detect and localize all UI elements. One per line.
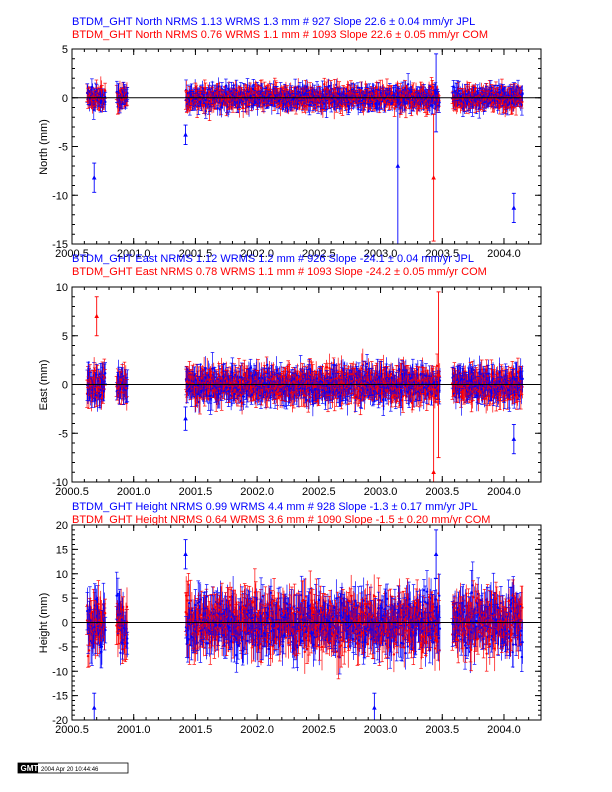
- outlier-point: [431, 175, 436, 180]
- data-point-jpl: [217, 85, 220, 88]
- outlier-point: [511, 205, 517, 210]
- data-point-jpl: [218, 108, 222, 111]
- x-tick-label: 2004.0: [487, 248, 521, 260]
- data-point-com: [120, 391, 123, 394]
- data-point-jpl: [457, 89, 461, 93]
- north-title-com: BTDM_GHT North NRMS 0.76 WRMS 1.1 mm # 1…: [72, 29, 488, 41]
- data-point-com: [323, 82, 326, 86]
- y-tick-label: -15: [52, 239, 68, 251]
- outlier-point: [91, 175, 97, 180]
- data-point-jpl: [103, 372, 107, 375]
- north-title-jpl: BTDM_GHT North NRMS 1.13 WRMS 1.3 mm # 9…: [72, 16, 475, 28]
- outlier-point: [183, 132, 188, 137]
- north-plot-area: 2000.5 2001.0 2001.5 2002.0 2002.5 2003.0 2003…: [52, 44, 542, 260]
- data-point-jpl: [521, 92, 524, 95]
- data-point-jpl: [316, 105, 320, 108]
- plot-frame: [71, 48, 542, 245]
- data-point-com: [100, 397, 103, 400]
- data-point-jpl: [438, 101, 441, 104]
- data-point-jpl: [406, 83, 410, 86]
- x-tick-label: 2003.5: [425, 248, 459, 260]
- data-point-com: [431, 86, 434, 89]
- east-title-jpl: BTDM_GHT East NRMS 1.12 WRMS 1.2 mm # 92…: [72, 253, 474, 265]
- x-tick-label: 2002.0: [240, 248, 274, 260]
- x-tick-label: 2002.5: [302, 248, 336, 260]
- data-point-jpl: [325, 108, 328, 111]
- north-panel: BTDM_GHT North NRMS 1.13 WRMS 1.3 mm # 9…: [38, 16, 542, 260]
- data-point-jpl: [360, 102, 363, 105]
- data-point-jpl: [520, 103, 524, 107]
- data-point-com: [404, 106, 408, 109]
- x-tick-label: 2003.0: [364, 248, 398, 260]
- data-point-jpl: [126, 92, 129, 95]
- y-tick-label: -10: [52, 190, 68, 202]
- data-point-jpl: [372, 89, 375, 92]
- east-title-com: BTDM_GHT East NRMS 0.78 WRMS 1.1 mm # 10…: [72, 266, 487, 278]
- y-tick-label: 0: [62, 93, 68, 105]
- data-points: [85, 291, 524, 482]
- data-point-jpl: [204, 109, 208, 113]
- data-points: [85, 53, 524, 244]
- data-point-com: [185, 89, 188, 93]
- x-tick-label: 2001.0: [117, 248, 151, 260]
- outlier-point: [395, 163, 401, 168]
- y-tick-label: -5: [58, 142, 68, 154]
- data-point-jpl: [104, 100, 107, 104]
- data-point-com: [468, 88, 471, 91]
- data-point-jpl: [224, 84, 228, 88]
- east-panel: BTDM_GHT East NRMS 1.12 WRMS 1.2 mm # 92…: [38, 253, 542, 498]
- outlier-point: [433, 90, 439, 95]
- data-point-com: [393, 107, 396, 110]
- data-point-jpl: [360, 86, 364, 90]
- y-tick-label: 5: [62, 44, 68, 56]
- north-y-axis-label: North (mm): [38, 119, 50, 175]
- x-tick-label: 2001.5: [179, 248, 213, 260]
- data-point-com: [103, 89, 107, 93]
- x-tick-label: 2000.5: [55, 248, 89, 260]
- data-point-jpl: [327, 85, 330, 88]
- east-plot-area: 2000.5 2001.0 2001.5 2002.0 2002.5 2003.0 2003…: [52, 282, 542, 498]
- data-point-com: [521, 100, 524, 104]
- data-point-jpl: [216, 107, 219, 110]
- data-point-jpl: [117, 91, 120, 95]
- data-point-com: [474, 87, 477, 90]
